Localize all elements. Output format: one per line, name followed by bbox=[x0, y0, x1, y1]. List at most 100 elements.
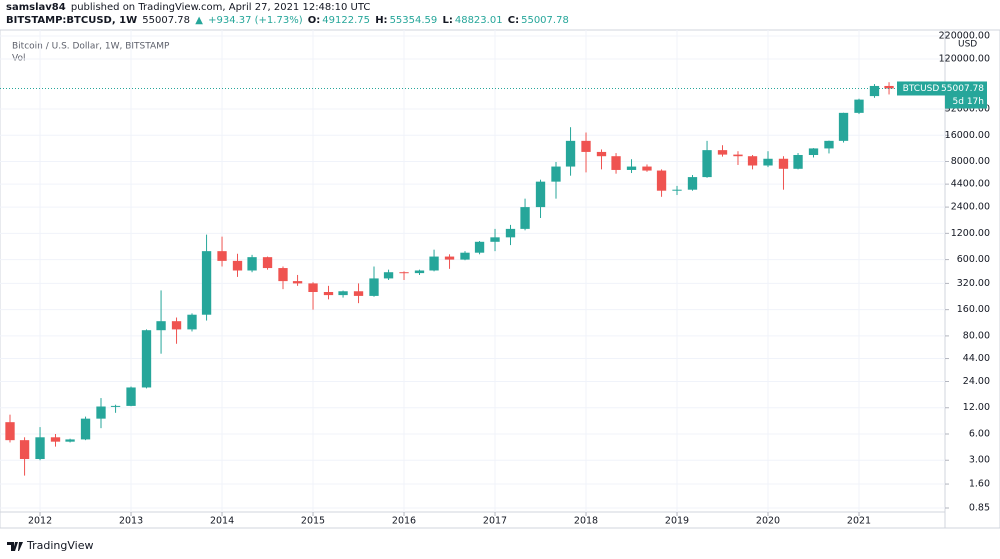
y-tick-label: 1200.00 bbox=[951, 228, 990, 239]
candle-body bbox=[50, 437, 61, 442]
x-tick-label: 2019 bbox=[665, 516, 689, 527]
candle-body bbox=[687, 177, 698, 190]
candle-body bbox=[520, 207, 530, 229]
candle-body bbox=[126, 387, 136, 406]
candle-body bbox=[444, 256, 455, 260]
y-tick-label: 2400.00 bbox=[951, 202, 990, 213]
change: +934.37 (+1.73%) bbox=[208, 15, 303, 26]
price-tag-bg bbox=[945, 81, 987, 109]
x-tick-label: 2018 bbox=[574, 516, 598, 527]
y-tick-label: 0.85 bbox=[969, 503, 990, 514]
candle-body bbox=[474, 241, 485, 253]
candle-body bbox=[383, 272, 394, 279]
publish-line: samslav84 published on TradingView.com, … bbox=[6, 2, 372, 13]
candle-body bbox=[581, 140, 591, 152]
candle-body bbox=[141, 330, 152, 388]
high-label: H: bbox=[375, 15, 388, 26]
x-tick-label: 2021 bbox=[847, 516, 871, 527]
y-tick-label: 6.00 bbox=[969, 428, 990, 439]
candle-body bbox=[656, 170, 667, 191]
x-tick-label: 2017 bbox=[483, 516, 507, 527]
close-label: C: bbox=[507, 15, 520, 26]
y-tick-label: 4400.00 bbox=[951, 179, 990, 190]
candle-body bbox=[763, 158, 773, 166]
high: 55354.59 bbox=[389, 15, 438, 26]
candle-body bbox=[19, 440, 30, 460]
y-tick-label: 8000.00 bbox=[951, 156, 990, 167]
y-tick-label: 1.60 bbox=[969, 479, 990, 490]
candle-body bbox=[247, 257, 257, 271]
candle-body bbox=[96, 406, 106, 419]
candle-body bbox=[793, 154, 803, 169]
candle-body bbox=[414, 270, 425, 274]
candle-body bbox=[626, 166, 637, 170]
candle-body bbox=[733, 154, 743, 157]
candle-body bbox=[565, 140, 576, 167]
candle-body bbox=[369, 278, 379, 296]
y-unit: USD bbox=[958, 40, 977, 50]
symbol: BITSTAMP:BTCUSD, 1W bbox=[6, 15, 138, 26]
y-tick-label: 80.00 bbox=[963, 330, 990, 341]
candle-body bbox=[778, 158, 789, 169]
chart: Bitcoin / U.S. Dollar, 1W, BITSTAMP Vol … bbox=[0, 29, 1000, 529]
price-tag-value: 55007.78 bbox=[941, 84, 984, 94]
candle-body bbox=[156, 321, 166, 331]
candle-body bbox=[262, 257, 273, 269]
published: published on TradingView.com, April 27, … bbox=[70, 2, 371, 13]
candle-body bbox=[869, 85, 880, 97]
candle-body bbox=[808, 148, 819, 155]
y-tick-label: 32000.00 bbox=[945, 104, 990, 115]
candle-body bbox=[308, 283, 318, 293]
candle-body bbox=[884, 85, 894, 89]
x-tick-label: 2020 bbox=[756, 516, 780, 527]
low-label: L: bbox=[442, 15, 453, 26]
candle-body bbox=[824, 140, 834, 149]
candle-body bbox=[399, 272, 409, 274]
y-tick-label: 12.00 bbox=[963, 402, 990, 413]
close: 55007.78 bbox=[521, 15, 569, 26]
candle-body bbox=[323, 292, 334, 296]
price-tag-symbol: BTCUSD bbox=[903, 84, 940, 94]
symbol-line: BITSTAMP:BTCUSD, 1W 55007.78 ▲ +934.37 (… bbox=[6, 15, 571, 26]
candle-body bbox=[353, 291, 364, 296]
low: 48823.01 bbox=[454, 15, 503, 26]
candle-body bbox=[596, 151, 607, 157]
candle-body bbox=[292, 281, 303, 284]
y-tick-label: 220000.00 bbox=[939, 30, 990, 41]
candle-body bbox=[65, 439, 75, 442]
candle-body bbox=[747, 156, 758, 166]
y-tick-label: 16000.00 bbox=[945, 130, 990, 141]
candle-body bbox=[611, 156, 621, 170]
logo bbox=[7, 541, 23, 551]
candle-body bbox=[35, 437, 45, 460]
candle-body bbox=[460, 252, 470, 260]
candle-body bbox=[854, 99, 864, 113]
x-tick-label: 2014 bbox=[210, 516, 234, 527]
candle-body bbox=[838, 112, 849, 141]
x-tick-label: 2012 bbox=[28, 516, 52, 527]
brand: TradingView bbox=[27, 539, 94, 552]
chart-title: Bitcoin / U.S. Dollar, 1W, BITSTAMP bbox=[12, 42, 170, 52]
candle-body bbox=[338, 291, 348, 296]
price-tag-symbol-bg bbox=[897, 81, 945, 96]
y-tick-label: 160.00 bbox=[957, 304, 990, 315]
candle-body bbox=[535, 181, 546, 208]
candle-body bbox=[80, 418, 91, 440]
y-tick-label: 120000.00 bbox=[939, 53, 990, 64]
last: 55007.78 bbox=[142, 15, 191, 26]
candle-body bbox=[505, 228, 516, 238]
candle-body bbox=[232, 260, 243, 271]
candle-body bbox=[110, 405, 121, 407]
candle-body bbox=[278, 268, 288, 282]
candle-body bbox=[201, 251, 212, 315]
candle-body bbox=[429, 256, 439, 271]
candle-body bbox=[551, 166, 561, 182]
candle-body bbox=[187, 314, 197, 330]
candle-body bbox=[642, 166, 652, 171]
x-tick-label: 2015 bbox=[301, 516, 325, 527]
candle-body bbox=[702, 150, 712, 178]
open: 49122.75 bbox=[322, 15, 370, 26]
candle-body bbox=[171, 321, 182, 330]
y-tick-label: 3.00 bbox=[969, 455, 990, 466]
